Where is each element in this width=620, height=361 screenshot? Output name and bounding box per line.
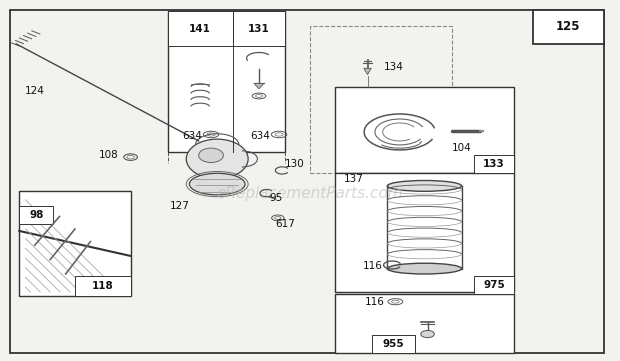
Ellipse shape <box>189 173 245 195</box>
Text: 975: 975 <box>483 280 505 290</box>
Text: 95: 95 <box>269 193 283 204</box>
Bar <box>335 294 514 353</box>
Text: 125: 125 <box>556 20 580 33</box>
Polygon shape <box>254 83 264 89</box>
Text: 955: 955 <box>383 339 404 349</box>
Ellipse shape <box>421 330 435 338</box>
Bar <box>232 12 285 45</box>
Text: 127: 127 <box>170 201 190 211</box>
Bar <box>335 87 514 173</box>
Text: 634: 634 <box>182 131 202 140</box>
Bar <box>168 12 232 45</box>
Text: eReplacementParts.com: eReplacementParts.com <box>216 186 404 201</box>
Text: 131: 131 <box>248 23 270 34</box>
Bar <box>168 12 285 152</box>
Text: 118: 118 <box>92 281 113 291</box>
Ellipse shape <box>388 263 461 274</box>
Bar <box>19 191 131 296</box>
Ellipse shape <box>198 148 223 162</box>
Text: 133: 133 <box>483 159 505 169</box>
Text: 137: 137 <box>344 174 364 184</box>
Bar <box>474 276 514 294</box>
Text: 141: 141 <box>189 23 211 34</box>
Bar <box>335 173 514 292</box>
Text: 617: 617 <box>275 219 295 229</box>
Text: 104: 104 <box>452 143 471 153</box>
Bar <box>474 155 514 173</box>
Bar <box>310 26 452 173</box>
Text: 116: 116 <box>363 261 383 271</box>
Ellipse shape <box>186 139 248 179</box>
Ellipse shape <box>388 180 461 191</box>
Polygon shape <box>364 68 371 74</box>
Bar <box>372 335 415 353</box>
Text: 634: 634 <box>250 131 270 140</box>
Bar <box>19 206 53 224</box>
Text: 116: 116 <box>365 297 384 307</box>
Bar <box>75 276 131 296</box>
Text: 124: 124 <box>25 86 45 96</box>
Text: 98: 98 <box>29 210 43 219</box>
Text: 108: 108 <box>99 150 119 160</box>
Text: 134: 134 <box>384 62 404 72</box>
Bar <box>533 10 604 44</box>
Text: 130: 130 <box>285 159 304 169</box>
